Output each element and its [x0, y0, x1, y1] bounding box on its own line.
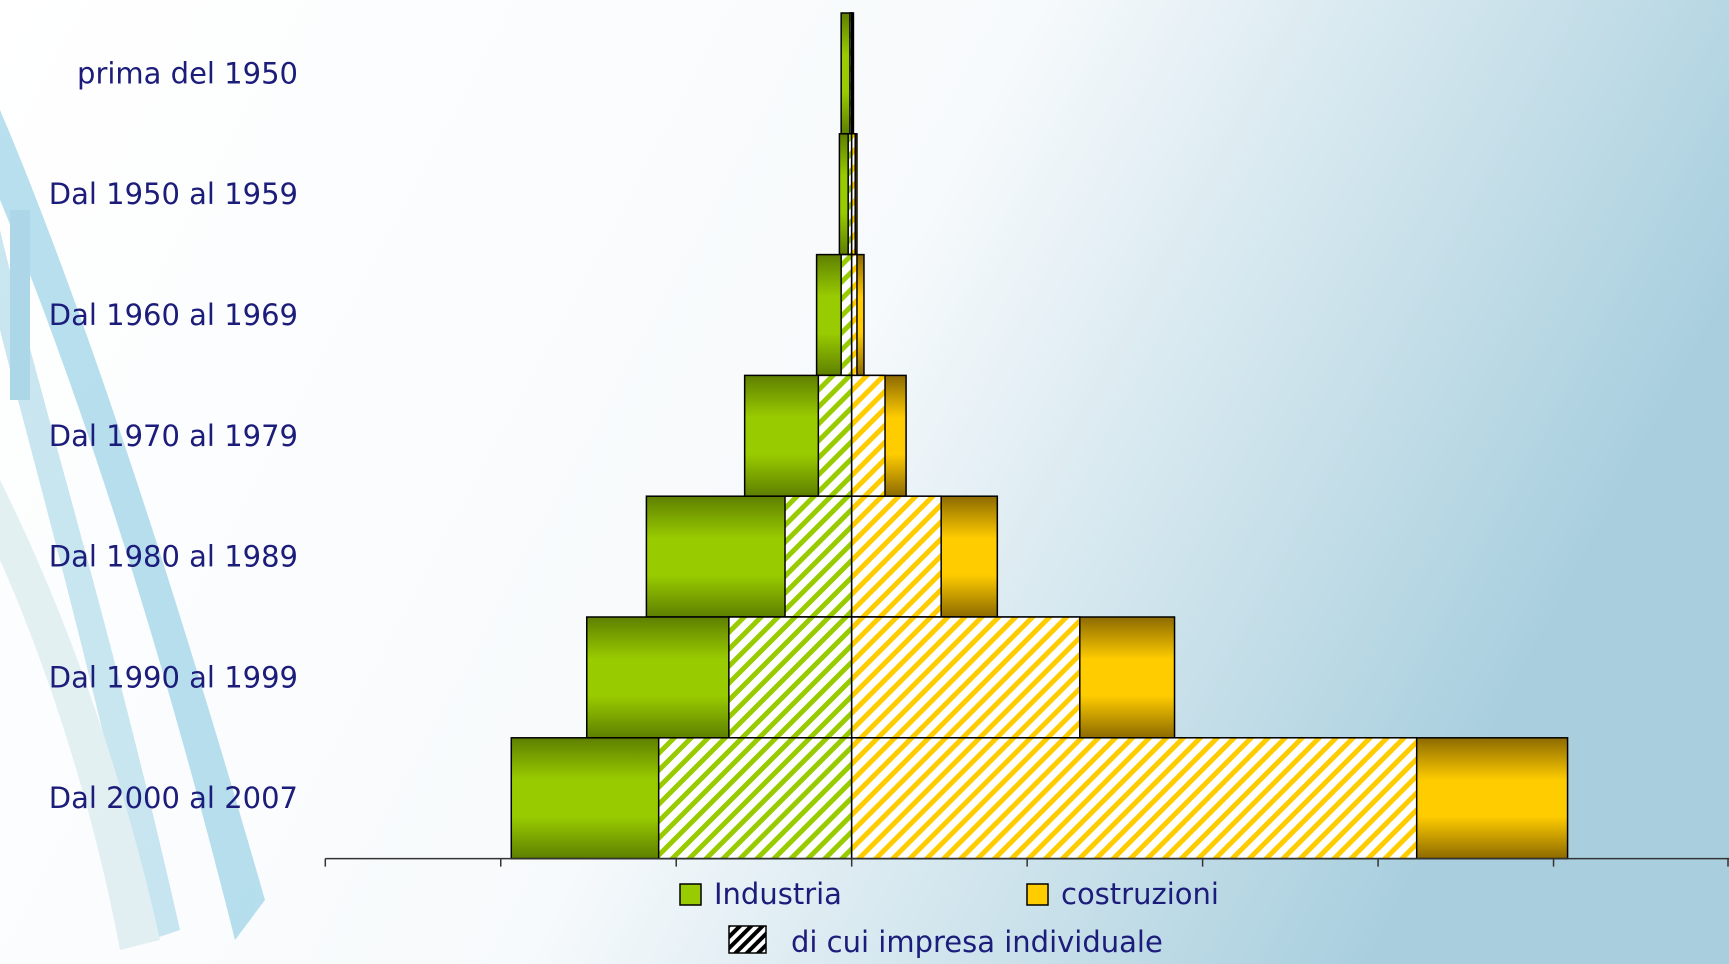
category-label: Dal 1970 al 1979 — [49, 419, 298, 453]
bar-individuale — [852, 738, 1417, 859]
legend-swatch — [680, 884, 701, 905]
legend-swatch — [1027, 884, 1048, 905]
legend-label: Industria — [714, 877, 842, 911]
bar-individuale — [729, 617, 852, 738]
category-label: Dal 1980 al 1989 — [49, 540, 298, 574]
category-label: prima del 1950 — [77, 56, 298, 90]
bar-individuale — [785, 496, 852, 617]
bar-individuale — [841, 255, 852, 376]
bar-individuale — [818, 375, 851, 496]
category-label: Dal 1950 al 1959 — [49, 177, 298, 211]
chart: prima del 1950 Dal 1950 al 1959 Dal 1960 a… — [0, 0, 1729, 964]
category-label: Dal 1960 al 1969 — [49, 298, 298, 332]
bar-individuale — [852, 13, 853, 134]
category-label: Dal 1990 al 1999 — [49, 660, 298, 694]
bar-individuale — [852, 617, 1080, 738]
category-label: Dal 2000 al 2007 — [49, 781, 298, 815]
legend-swatch — [729, 926, 766, 953]
bar-individuale — [852, 375, 885, 496]
bar-individuale — [659, 738, 852, 859]
legend-label: di cui impresa individuale — [791, 925, 1163, 959]
bar-individuale — [852, 134, 856, 255]
bar-individuale — [852, 496, 941, 617]
bar-individuale — [852, 255, 857, 376]
legend-label: costruzioni — [1061, 877, 1219, 911]
